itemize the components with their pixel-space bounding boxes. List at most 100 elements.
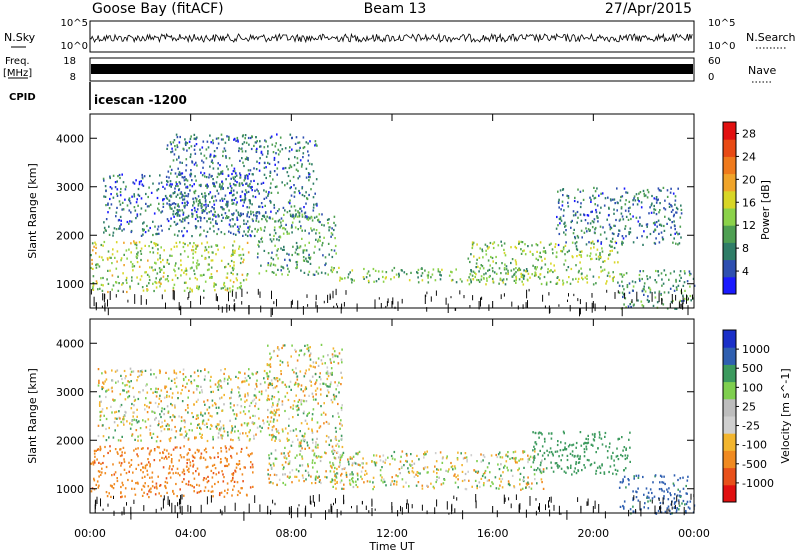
power-point — [158, 202, 160, 205]
power-point — [244, 233, 247, 236]
power-point-noise — [315, 294, 317, 301]
power-point — [273, 271, 275, 274]
power-point — [119, 194, 122, 197]
velocity-point — [105, 465, 108, 469]
power-point-noise — [661, 299, 663, 305]
power-point-noise — [386, 301, 388, 307]
velocity-point — [332, 355, 334, 359]
velocity-point — [230, 454, 232, 458]
velocity-point — [121, 451, 123, 454]
velocity-point — [603, 471, 606, 474]
velocity-point — [647, 507, 650, 510]
power-point — [278, 218, 281, 222]
power-point — [296, 263, 298, 266]
velocity-point — [311, 429, 313, 432]
velocity-point — [237, 490, 240, 493]
velocity-point — [507, 451, 509, 454]
velocity-point — [599, 471, 602, 474]
velocity-point — [495, 453, 497, 457]
power-point — [176, 183, 178, 186]
power-point — [601, 269, 604, 272]
power-point — [660, 272, 663, 275]
velocity-point — [218, 385, 221, 388]
velocity-point — [164, 419, 166, 422]
power-point — [232, 202, 235, 205]
velocity-point — [122, 421, 125, 424]
power-point — [269, 216, 271, 219]
nave-label: Nave — [748, 64, 776, 77]
power-point — [658, 211, 660, 214]
velocity-point — [244, 372, 246, 375]
power-point — [149, 226, 151, 230]
velocity-point — [271, 438, 273, 441]
plot-title: Goose Bay (fitACF) — [92, 1, 224, 17]
power-point — [667, 291, 670, 294]
velocity-point — [187, 396, 189, 399]
power-point — [547, 268, 549, 271]
velocity-point — [364, 473, 366, 476]
velocity-point — [329, 360, 332, 363]
velocity-point — [298, 383, 300, 386]
power-point — [566, 281, 568, 284]
power-point — [204, 192, 206, 195]
power-point — [507, 272, 509, 275]
velocity-point — [329, 461, 331, 464]
power-point — [213, 200, 215, 203]
velocity-point — [514, 460, 517, 463]
power-point — [671, 205, 673, 208]
power-point — [241, 248, 244, 251]
velocity-point — [561, 454, 564, 457]
velocity-point — [296, 404, 299, 407]
velocity-point — [477, 470, 480, 473]
velocity-point — [277, 429, 280, 432]
power-point — [593, 197, 596, 200]
velocity-point — [564, 446, 566, 449]
velocity-point — [244, 377, 247, 380]
power-point — [520, 248, 522, 251]
velocity-point — [142, 419, 144, 422]
power-point — [260, 228, 263, 231]
power-point — [230, 177, 232, 180]
power-point — [176, 214, 179, 217]
velocity-point — [457, 478, 459, 481]
power-point — [654, 208, 657, 211]
power-point — [648, 287, 651, 290]
velocity-point — [500, 474, 502, 477]
velocity-point — [292, 407, 294, 410]
velocity-point — [200, 413, 202, 416]
power-point-noise — [336, 303, 338, 306]
velocity-point — [560, 467, 563, 470]
power-point — [569, 282, 572, 285]
velocity-point — [311, 461, 314, 464]
power-point — [255, 141, 257, 144]
velocity-point — [334, 479, 336, 482]
power-point — [166, 183, 168, 186]
velocity-point — [623, 469, 625, 472]
power-point — [241, 157, 243, 160]
velocity-point — [183, 456, 185, 459]
power-point — [148, 186, 150, 189]
power-point — [278, 239, 280, 242]
power-point — [291, 221, 294, 224]
power-point — [656, 225, 658, 228]
power-point — [108, 207, 111, 210]
velocity-point — [435, 460, 438, 463]
velocity-point — [165, 385, 168, 388]
power-point-noise — [323, 300, 325, 304]
velocity-point — [436, 472, 438, 475]
power-point — [515, 277, 518, 280]
power-point — [159, 278, 161, 281]
velocity-point — [544, 440, 546, 443]
power-point — [646, 236, 648, 239]
velocity-point — [240, 398, 242, 401]
power-point — [190, 153, 192, 156]
power-point — [220, 138, 223, 141]
velocity-point — [174, 425, 176, 429]
power-point — [162, 199, 164, 202]
power-point — [384, 277, 387, 280]
power-point — [128, 248, 130, 251]
power-point — [315, 238, 317, 241]
velocity-point — [311, 482, 313, 485]
power-point — [558, 206, 560, 209]
power-point-noise — [127, 299, 129, 303]
